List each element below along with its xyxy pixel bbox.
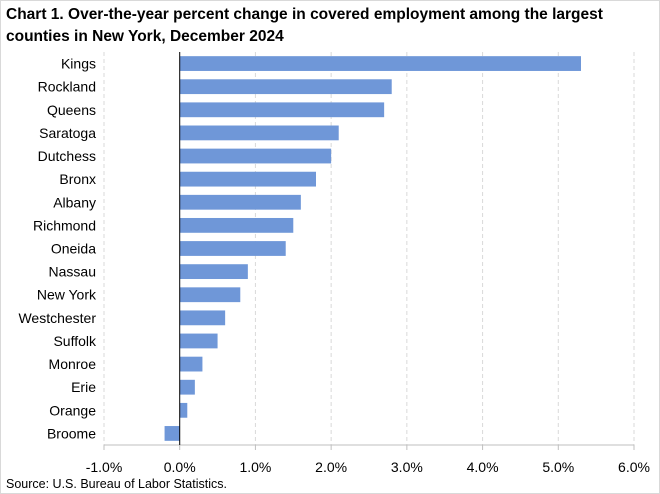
- x-tick-label: 6.0%: [618, 459, 650, 475]
- bar: [179, 194, 301, 210]
- x-tick-label: 4.0%: [467, 459, 499, 475]
- x-tick-labels: -1.0% 0.0% 1.0% 2.0% 3.0% 4.0% 5.0% 6.0%: [86, 459, 650, 475]
- chart-title: Chart 1. Over-the-year percent change in…: [6, 6, 603, 45]
- bar: [179, 287, 241, 303]
- category-label: Westchester: [18, 310, 96, 326]
- bar: [179, 148, 332, 164]
- x-tick-label: -1.0%: [86, 459, 123, 475]
- category-label: Kings: [61, 56, 96, 72]
- axes: [103, 52, 635, 450]
- bar: [179, 171, 316, 187]
- category-label: Albany: [53, 194, 96, 210]
- category-label: Broome: [47, 425, 96, 441]
- bar: [179, 310, 226, 326]
- category-label: Oneida: [51, 241, 96, 257]
- x-tick-label: 3.0%: [391, 459, 423, 475]
- bar: [164, 426, 180, 441]
- category-label: Rockland: [38, 79, 96, 95]
- x-tick-label: 2.0%: [315, 459, 347, 475]
- bar: [179, 402, 188, 418]
- bar: [179, 102, 385, 118]
- category-label: Richmond: [33, 217, 96, 233]
- bar: [179, 125, 339, 141]
- x-tick-label: 5.0%: [542, 459, 574, 475]
- bar: [179, 333, 218, 349]
- bar: [179, 79, 392, 95]
- category-labels: Kings Rockland Queens Saratoga Dutchess Bronx…: [18, 56, 97, 442]
- category-label: Queens: [47, 102, 96, 118]
- bar: [179, 264, 248, 280]
- category-label: Monroe: [49, 356, 97, 372]
- category-label: Nassau: [49, 264, 96, 280]
- bar: [179, 241, 286, 256]
- category-label: Bronx: [59, 171, 96, 187]
- bar: [179, 356, 203, 372]
- category-label: Dutchess: [38, 148, 96, 164]
- bar: [179, 56, 581, 71]
- category-label: New York: [37, 287, 97, 303]
- source-note: Source: U.S. Bureau of Labor Statistics.: [6, 477, 227, 491]
- x-tick-label: 0.0%: [164, 459, 196, 475]
- category-label: Suffolk: [53, 333, 97, 349]
- category-label: Saratoga: [39, 125, 96, 141]
- bar: [179, 379, 195, 395]
- bars: [164, 56, 581, 441]
- bar: [179, 217, 294, 233]
- category-label: Orange: [49, 402, 96, 418]
- category-label: Erie: [71, 379, 96, 395]
- x-tick-label: 1.0%: [239, 459, 271, 475]
